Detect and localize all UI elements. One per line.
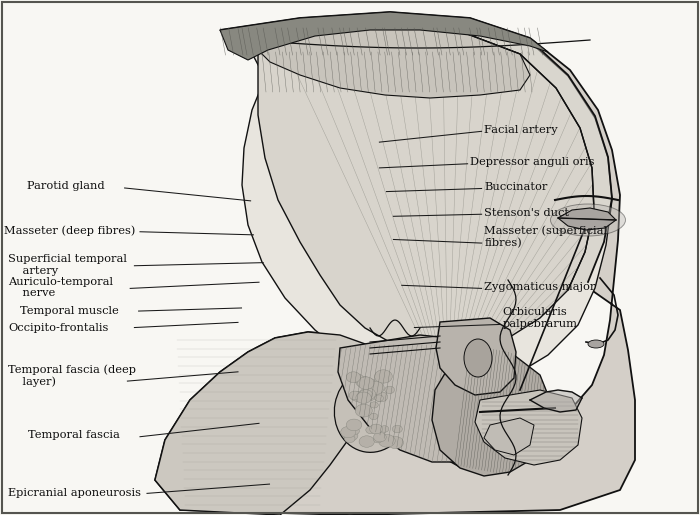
PathPatch shape	[155, 332, 382, 515]
Ellipse shape	[374, 384, 383, 390]
Text: Temporal fascia (deep
    layer): Temporal fascia (deep layer)	[8, 365, 136, 387]
Ellipse shape	[356, 392, 371, 403]
Ellipse shape	[344, 435, 355, 442]
Ellipse shape	[370, 414, 378, 420]
Ellipse shape	[370, 424, 382, 434]
Ellipse shape	[359, 390, 372, 400]
Ellipse shape	[335, 368, 409, 452]
PathPatch shape	[242, 16, 612, 390]
Ellipse shape	[349, 391, 360, 400]
Ellipse shape	[374, 395, 384, 401]
Ellipse shape	[393, 425, 402, 433]
PathPatch shape	[436, 318, 516, 395]
Ellipse shape	[355, 404, 372, 417]
Ellipse shape	[373, 382, 383, 389]
Text: Buccinator: Buccinator	[484, 182, 548, 193]
Text: Depressor anguli oris: Depressor anguli oris	[470, 157, 595, 167]
Ellipse shape	[351, 428, 359, 435]
Ellipse shape	[370, 402, 378, 408]
Text: Orbicularis
palpebrarum: Orbicularis palpebrarum	[503, 307, 578, 329]
Text: Temporal fascia: Temporal fascia	[28, 430, 120, 440]
PathPatch shape	[220, 12, 548, 60]
PathPatch shape	[432, 342, 552, 476]
Ellipse shape	[366, 426, 376, 434]
Ellipse shape	[363, 379, 377, 388]
Text: Auriculo-temporal
    nerve: Auriculo-temporal nerve	[8, 277, 113, 298]
Text: Superficial temporal
    artery: Superficial temporal artery	[8, 254, 127, 276]
Ellipse shape	[363, 390, 377, 401]
Ellipse shape	[367, 381, 384, 394]
Ellipse shape	[387, 437, 403, 449]
Ellipse shape	[359, 436, 375, 448]
Text: Occipito-frontalis: Occipito-frontalis	[8, 322, 108, 333]
Ellipse shape	[464, 339, 492, 377]
PathPatch shape	[258, 26, 530, 98]
PathPatch shape	[245, 14, 612, 290]
Ellipse shape	[356, 376, 371, 387]
Polygon shape	[530, 390, 582, 412]
Ellipse shape	[385, 386, 395, 393]
Text: Parotid gland: Parotid gland	[27, 181, 104, 192]
Text: Temporal muscle: Temporal muscle	[20, 306, 118, 316]
Text: Epicranial aponeurosis: Epicranial aponeurosis	[8, 488, 141, 499]
PathPatch shape	[155, 12, 635, 515]
Ellipse shape	[378, 435, 395, 447]
Ellipse shape	[341, 426, 356, 438]
PathPatch shape	[558, 208, 616, 230]
Text: Masseter (deep fibres): Masseter (deep fibres)	[4, 226, 135, 236]
Ellipse shape	[359, 388, 376, 400]
Ellipse shape	[380, 426, 389, 432]
Ellipse shape	[550, 204, 626, 236]
Text: Facial artery: Facial artery	[484, 125, 558, 135]
Ellipse shape	[588, 340, 604, 348]
Ellipse shape	[352, 374, 363, 382]
Text: Zygomaticus major: Zygomaticus major	[484, 282, 596, 293]
Text: Stenson's duct: Stenson's duct	[484, 208, 569, 218]
Ellipse shape	[358, 377, 374, 389]
Ellipse shape	[344, 431, 358, 441]
Ellipse shape	[374, 432, 386, 442]
PathPatch shape	[258, 26, 594, 354]
PathPatch shape	[475, 390, 582, 465]
Ellipse shape	[374, 392, 388, 402]
Ellipse shape	[351, 391, 364, 401]
PathPatch shape	[338, 335, 510, 462]
Ellipse shape	[374, 436, 382, 443]
Ellipse shape	[374, 370, 392, 383]
Ellipse shape	[346, 372, 360, 383]
Ellipse shape	[346, 419, 362, 431]
Text: Masseter (superficial
fibres): Masseter (superficial fibres)	[484, 226, 608, 248]
PathPatch shape	[484, 418, 534, 455]
